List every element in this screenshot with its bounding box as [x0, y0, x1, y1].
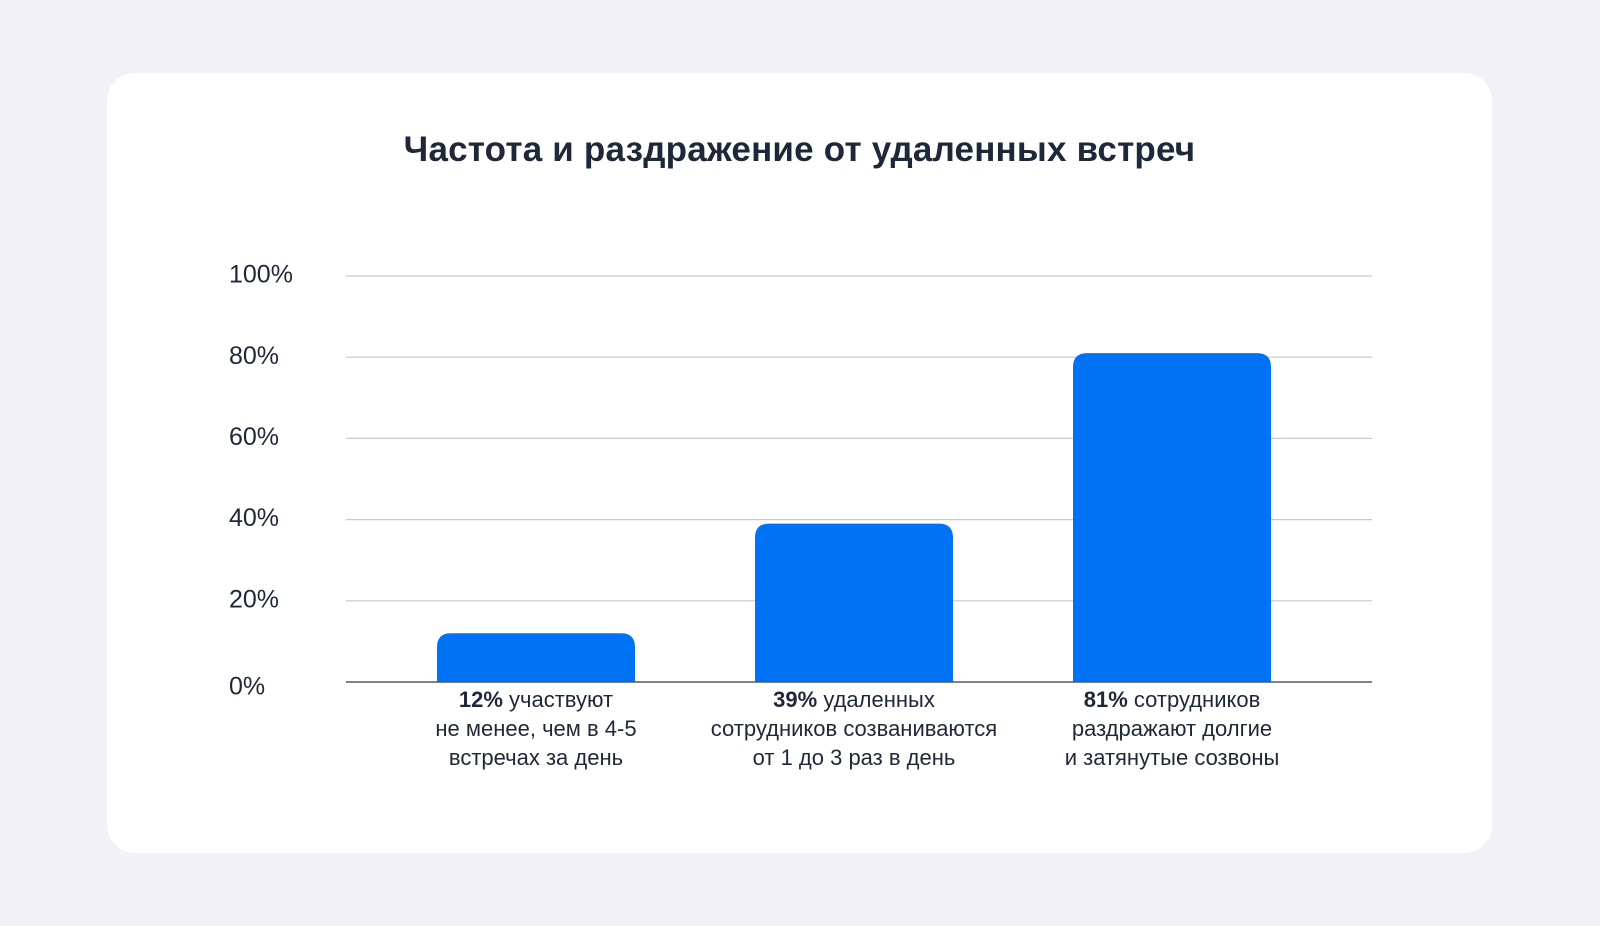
category-label-3-line3: и затянутые созвоны [1064, 745, 1280, 770]
category-label-3-line1: сотрудников [1127, 687, 1261, 712]
category-label-3-line2: раздражают долгие [1071, 716, 1273, 741]
category-label-1-line1: участвуют [502, 687, 614, 712]
category-label-1-percent: 12% [458, 687, 503, 712]
category-label-1-line3: встречах за день [448, 745, 624, 770]
category-label-3: 81% сотрудников раздражают долгие и затя… [992, 685, 1352, 772]
y-tick-label-20: 20% [229, 585, 279, 613]
bar-chart: 0% 20% 40% 60% 80% 100% [229, 261, 1372, 701]
y-tick-label-40: 40% [229, 504, 279, 532]
category-label-2-line1: удаленных [817, 687, 935, 712]
bar-3 [1073, 353, 1271, 682]
category-label-2: 39% удаленных сотрудников созваниваются … [674, 685, 1034, 772]
chart-title: Частота и раздражение от удаленных встре… [403, 130, 1196, 169]
y-tick-label-80: 80% [229, 342, 279, 370]
y-tick-label-100: 100% [229, 261, 293, 289]
chart-card: Частота и раздражение от удаленных встре… [107, 73, 1492, 853]
category-label-1: 12% участвуют не менее, чем в 4-5 встреч… [356, 685, 716, 772]
category-label-2-percent: 39% [773, 687, 818, 712]
category-label-1-line2: не менее, чем в 4-5 [435, 716, 637, 741]
category-label-2-line2: сотрудников созваниваются [710, 716, 998, 741]
y-tick-label-0: 0% [229, 673, 265, 701]
bar-1 [437, 633, 635, 682]
category-label-2-line3: от 1 до 3 раз в день [752, 745, 956, 770]
y-tick-label-60: 60% [229, 423, 279, 451]
category-label-3-percent: 81% [1083, 687, 1128, 712]
bar-2 [755, 523, 953, 682]
